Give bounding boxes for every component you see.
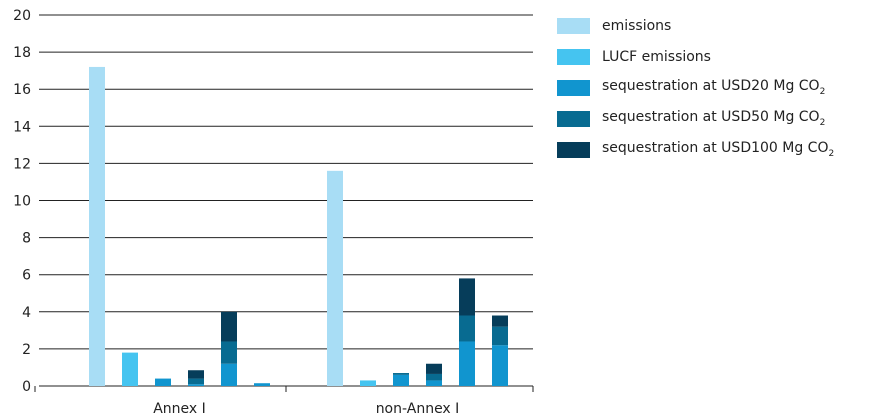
- legend-item-usd100: sequestration at USD100 Mg CO2: [557, 134, 834, 165]
- bar-1-5-usd100: [492, 315, 508, 327]
- x-category-label-1: non-Annex I: [376, 401, 460, 417]
- bar-0-4-usd50: [221, 341, 237, 364]
- legend-label-usd100: sequestration at USD100 Mg CO2: [602, 140, 834, 159]
- bar-1-4-usd20: [459, 341, 475, 386]
- y-tick-label-20: 20: [13, 8, 31, 24]
- legend-swatch-usd20: [557, 79, 590, 96]
- gridlines: [39, 14, 533, 350]
- y-tick-label-10: 10: [13, 194, 31, 210]
- x-category-label-0: Annex I: [153, 401, 206, 417]
- legend-item-lucf: LUCF emissions: [557, 41, 834, 72]
- bar-0-3-usd100: [188, 370, 204, 379]
- legend-swatch-usd50: [557, 110, 590, 127]
- legend-item-usd20: sequestration at USD20 Mg CO2: [557, 72, 834, 103]
- legend: emissions LUCF emissions sequestration a…: [557, 10, 834, 165]
- y-tick-label-8: 8: [22, 231, 31, 247]
- legend-text-usd20: sequestration at USD20 Mg CO: [602, 78, 820, 95]
- bar-1-4-usd100: [459, 278, 475, 316]
- y-tick-label-18: 18: [13, 45, 31, 61]
- y-tick-label-0: 0: [22, 379, 31, 395]
- bar-1-5-usd20: [492, 345, 508, 386]
- bar-1-3-usd100: [426, 363, 442, 374]
- legend-swatch-lucf: [557, 48, 590, 65]
- bar-0-4-usd20: [221, 363, 237, 386]
- bar-1-1-lucf: [360, 380, 376, 386]
- legend-label-usd50: sequestration at USD50 Mg CO2: [602, 109, 825, 128]
- legend-sub-usd50: 2: [819, 117, 826, 128]
- y-tick-label-2: 2: [22, 342, 31, 358]
- bars: [89, 66, 508, 386]
- legend-label-emissions: emissions: [602, 17, 672, 34]
- bar-0-3-usd20: [188, 384, 204, 386]
- y-tick-label-14: 14: [13, 119, 31, 135]
- bar-0-2-usd20: [155, 378, 171, 386]
- legend-text-usd100: sequestration at USD100 Mg CO: [602, 140, 829, 157]
- bar-0-4-usd100: [221, 311, 237, 342]
- legend-text-usd50: sequestration at USD50 Mg CO: [602, 109, 820, 126]
- bar-0-5-usd20: [254, 383, 270, 386]
- legend-sub-usd20: 2: [819, 86, 826, 97]
- y-tick-label-6: 6: [22, 268, 31, 284]
- bar-0-0-emissions: [89, 66, 105, 386]
- bar-0-1-lucf: [122, 352, 138, 386]
- bar-1-3-usd50: [426, 373, 442, 381]
- bar-1-3-usd20: [426, 380, 442, 386]
- axes: 0 2 4 6 8 10 12 14 16 18 20 Annex I non-Annex I: [13, 8, 534, 417]
- bar-0-3-usd50: [188, 378, 204, 385]
- bar-1-4-usd50: [459, 315, 475, 342]
- legend-swatch-emissions: [557, 17, 590, 34]
- legend-label-lucf: LUCF emissions: [602, 48, 711, 65]
- legend-item-usd50: sequestration at USD50 Mg CO2: [557, 103, 834, 134]
- legend-item-emissions: emissions: [557, 10, 834, 41]
- y-tick-label-4: 4: [22, 305, 31, 321]
- legend-label-usd20: sequestration at USD20 Mg CO2: [602, 78, 825, 97]
- bar-1-0-emissions: [327, 170, 343, 386]
- y-tick-label-12: 12: [13, 156, 31, 172]
- bar-1-2-usd50: [393, 373, 409, 375]
- y-tick-label-16: 16: [13, 82, 31, 98]
- bar-1-5-usd50: [492, 326, 508, 346]
- legend-swatch-usd100: [557, 141, 590, 158]
- legend-sub-usd100: 2: [828, 148, 835, 159]
- bar-1-2-usd20: [393, 374, 409, 386]
